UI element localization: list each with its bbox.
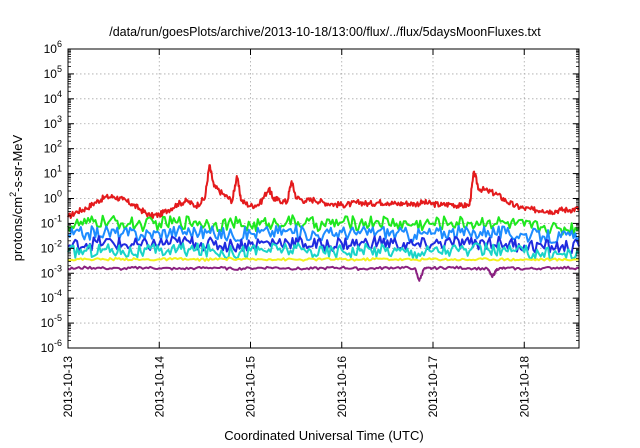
y-tick-exponent: 2 (57, 139, 62, 149)
x-tick-labels: 2013-10-13 2013-10-14 2013-10-15 2013-10-16… (61, 356, 531, 418)
y-tick-label: 103 (44, 114, 62, 131)
y-tick-base: 10 (44, 192, 58, 206)
y-tick-label: 10-3 (41, 263, 62, 280)
y-tick-base: 10 (44, 67, 58, 81)
y-tick-exponent: 6 (57, 39, 62, 49)
series-line (67, 242, 580, 261)
y-tick-exponent: -6 (54, 338, 62, 348)
y-axis-title-main: protons/cm (10, 197, 25, 261)
x-tick-label: 2013-10-17 (426, 356, 440, 418)
y-tick-labels: 10-610-510-410-310-210-11001011021031041… (41, 39, 62, 355)
y-tick-exponent: -4 (54, 288, 62, 298)
axis-ticks (67, 48, 579, 349)
y-tick-label: 10-5 (41, 313, 62, 330)
series-line (67, 265, 580, 282)
y-tick-label: 10-2 (41, 238, 62, 255)
y-tick-label: 105 (44, 64, 62, 81)
y-tick-base: 10 (44, 42, 58, 56)
x-tick-label: 2013-10-18 (517, 356, 531, 418)
y-tick-base: 10 (44, 92, 58, 106)
x-tick-label: 2013-10-15 (244, 356, 258, 418)
x-tick-label: 2013-10-13 (61, 356, 75, 418)
y-tick-exponent: 0 (57, 189, 62, 199)
y-tick-exponent: 1 (57, 164, 62, 174)
x-axis-title: Coordinated Universal Time (UTC) (224, 428, 423, 443)
y-tick-label: 10-4 (41, 288, 62, 305)
x-tick-label: 2013-10-14 (152, 356, 166, 418)
y-tick-base: 10 (41, 291, 55, 305)
y-tick-exponent: 3 (57, 114, 62, 124)
x-tick-label: 2013-10-16 (335, 356, 349, 418)
y-tick-exponent: -3 (54, 263, 62, 273)
y-axis-title: protons/cm2-s-sr-MeV (8, 134, 25, 261)
y-tick-label: 100 (44, 189, 62, 206)
series-layer (67, 164, 580, 282)
series-line (67, 164, 580, 219)
series-line (67, 214, 580, 236)
y-tick-base: 10 (41, 266, 55, 280)
y-tick-label: 10-6 (41, 338, 62, 355)
y-tick-exponent: -5 (54, 313, 62, 323)
y-tick-base: 10 (41, 216, 55, 230)
y-axis-title-suffix: -s-sr-MeV (10, 134, 25, 191)
y-tick-label: 101 (44, 164, 62, 181)
y-axis-title-exponent: 2 (8, 192, 18, 197)
y-tick-label: 104 (44, 89, 62, 106)
y-tick-exponent: 4 (57, 89, 62, 99)
y-tick-exponent: 5 (57, 64, 62, 74)
y-tick-base: 10 (41, 341, 55, 355)
y-tick-base: 10 (44, 167, 58, 181)
y-tick-exponent: -1 (54, 213, 62, 223)
series-line (67, 256, 580, 262)
y-tick-label: 10-1 (41, 213, 62, 230)
y-tick-label: 102 (44, 139, 62, 156)
y-tick-label: 106 (44, 39, 62, 56)
y-tick-base: 10 (41, 316, 55, 330)
y-tick-base: 10 (44, 117, 58, 131)
y-tick-exponent: -2 (54, 238, 62, 248)
series-line (67, 224, 580, 244)
y-tick-base: 10 (41, 241, 55, 255)
y-tick-base: 10 (44, 142, 58, 156)
chart-grid (68, 49, 579, 348)
chart-title: /data/run/goesPlots/archive/2013-10-18/1… (109, 25, 541, 39)
